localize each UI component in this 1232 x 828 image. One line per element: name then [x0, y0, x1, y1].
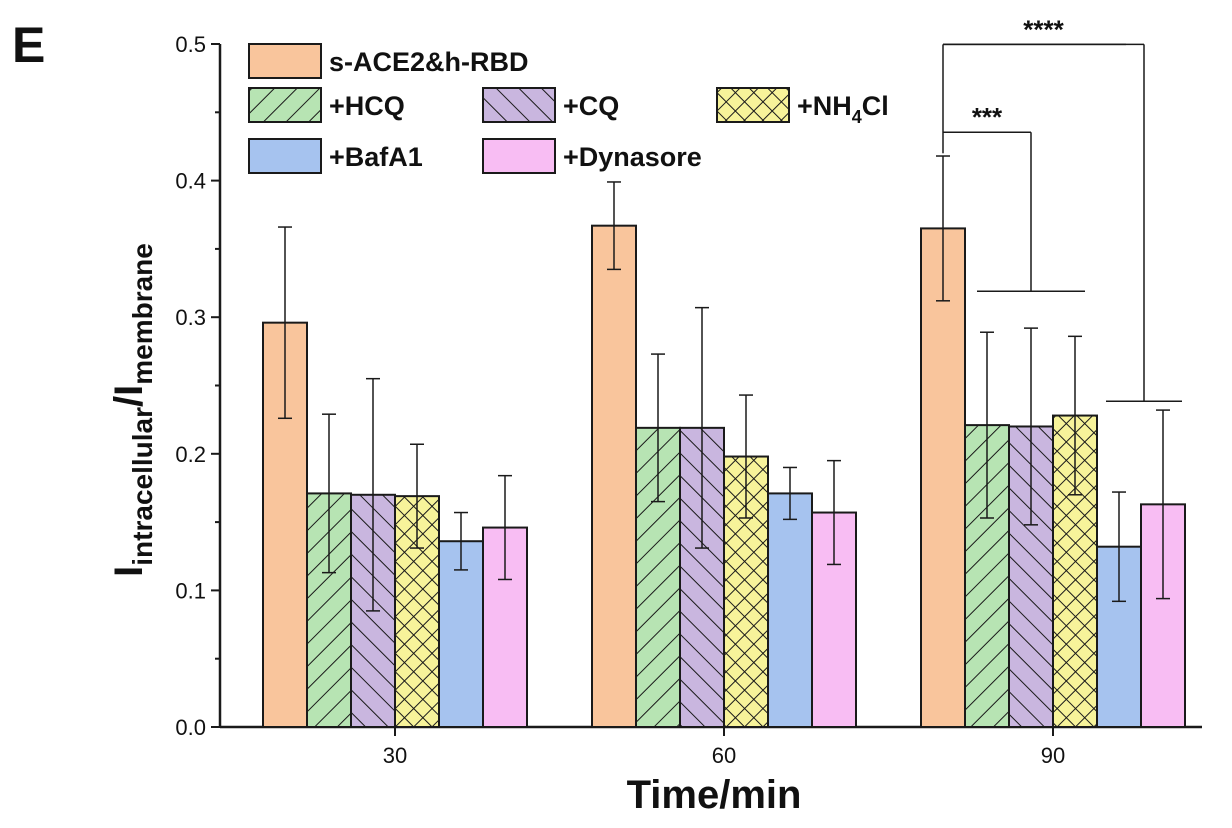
legend-swatch-outline [248, 43, 322, 79]
error-bar [410, 443, 424, 549]
sig-label: **** [1023, 14, 1064, 44]
error-bar [322, 413, 336, 574]
y-axis-title-sep: /I [107, 385, 151, 407]
error-bar [783, 466, 797, 521]
error-bar [366, 377, 380, 612]
bar-fill [592, 225, 636, 728]
y-tick-label: 0.1 [175, 578, 206, 603]
legend-item: +NH4Cl [716, 87, 889, 127]
bar-fill [768, 493, 812, 727]
legend-label: +CQ [563, 91, 619, 121]
legend-swatch-outline [482, 138, 556, 174]
legend-item: +CQ [482, 87, 619, 123]
axes: 0.0 0.1 0.2 0.3 0.4 0.5 30 60 90 [175, 32, 1202, 768]
y-tick-label: 0.3 [175, 305, 206, 330]
error-bar [454, 511, 468, 571]
error-bar [1024, 327, 1038, 526]
x-tick-label: 60 [712, 743, 736, 768]
bar [920, 227, 966, 728]
y-axis-title-main: I [107, 566, 151, 577]
bar [306, 492, 352, 728]
legend-swatch-outline [482, 87, 556, 123]
x-tick-label: 30 [383, 743, 407, 768]
legend-label: +BafA1 [329, 142, 423, 172]
y-tick-label: 0.2 [175, 442, 206, 467]
legend-label: s-ACE2&h-RBD [329, 47, 529, 77]
significance-group: ******* [942, 14, 1182, 402]
error-bar [607, 181, 621, 271]
error-bar [498, 474, 512, 581]
error-bar [980, 331, 994, 519]
error-bar [1068, 335, 1082, 496]
bar [591, 224, 637, 728]
error-bars-group [278, 155, 1170, 612]
error-bar [1156, 409, 1170, 600]
error-bar [651, 353, 665, 503]
bar [438, 540, 484, 728]
legend-swatch-hatch [717, 88, 789, 122]
bar [1052, 414, 1098, 728]
bars-group [262, 224, 1186, 729]
legend-swatch [483, 139, 555, 173]
y-axis-title-sub2: membrane [127, 243, 158, 385]
x-tick-label: 90 [1041, 743, 1065, 768]
legend-swatch-outline [248, 87, 322, 123]
legend-label: +Dynasore [563, 142, 702, 172]
legend-label: +NH4Cl [797, 91, 889, 127]
y-axis-title-sub1: intracellular [127, 407, 158, 566]
legend-swatch-outline [716, 87, 790, 123]
error-bar [827, 459, 841, 566]
bar [767, 492, 813, 728]
y-axis-title: Iintracellular/Imembrane [107, 243, 158, 577]
error-bar [1112, 491, 1126, 603]
legend-label: +HCQ [329, 91, 405, 121]
legend-item: +Dynasore [482, 138, 702, 174]
error-bar [695, 306, 709, 549]
bar-fill [439, 541, 483, 727]
y-tick-label: 0.5 [175, 32, 206, 57]
error-bar [739, 394, 753, 519]
panel-label: E [12, 17, 45, 73]
legend-item: s-ACE2&h-RBD [248, 43, 529, 79]
y-tick-label: 0.4 [175, 169, 206, 194]
error-bar [278, 226, 292, 420]
y-tick-label: 0.0 [175, 715, 206, 740]
bar-fill [921, 228, 965, 727]
legend-item: +BafA1 [248, 138, 423, 174]
legend-swatch-outline [248, 138, 322, 174]
legend-swatch-hatch [249, 88, 321, 122]
legend-swatch [249, 44, 321, 78]
legend: s-ACE2&h-RBD +HCQ +CQ +NH4Cl +BafA1 +Dynasore [248, 43, 889, 174]
x-axis-title: Time/min [627, 773, 802, 817]
legend-swatch [249, 139, 321, 173]
legend-item: +HCQ [248, 87, 405, 123]
error-bar [936, 155, 950, 302]
sig-label: *** [972, 102, 1003, 132]
legend-swatch-hatch [483, 88, 555, 122]
